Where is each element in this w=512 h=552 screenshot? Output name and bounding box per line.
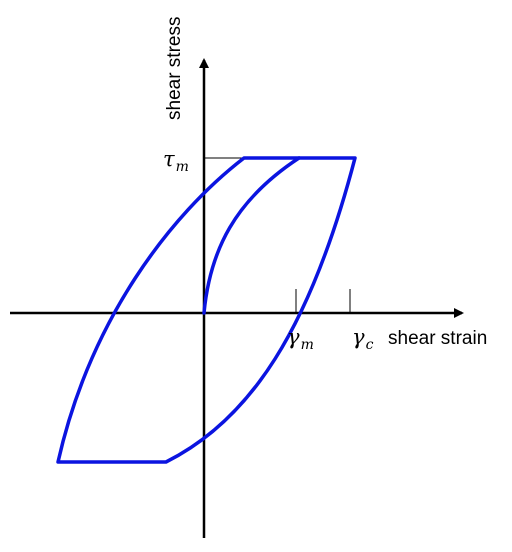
x-axis-label: shear strain (388, 328, 487, 349)
initial-loading-curve (202, 156, 301, 315)
outer-hysteresis-loop (56, 156, 357, 464)
gamma-c-label: γc (352, 325, 374, 353)
tau-m-label: τm (163, 147, 189, 175)
gamma-m-label: γm (287, 325, 314, 353)
y-axis-label: shear stress (164, 17, 185, 120)
